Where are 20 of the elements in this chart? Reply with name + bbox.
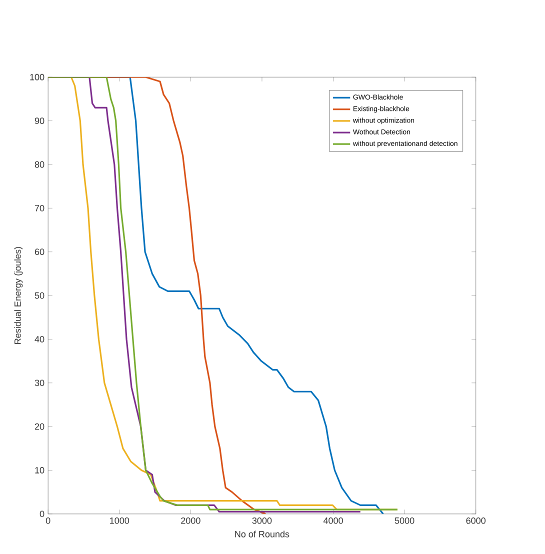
y-tick-label: 40 xyxy=(34,336,44,342)
y-tick-label: 0 xyxy=(40,510,44,518)
y-tick-label: 100 xyxy=(30,74,44,80)
y-tick-label: 10 xyxy=(35,467,44,474)
x-tick-label: 5000 xyxy=(394,517,414,524)
x-tick-label: 3000 xyxy=(252,517,272,524)
x-tick-label: 1000 xyxy=(110,517,130,524)
y-tick-label: 70 xyxy=(34,204,44,212)
y-tick-label: 60 xyxy=(34,248,44,256)
y-tick-label: 20 xyxy=(34,423,44,430)
x-tick-label: 4000 xyxy=(323,517,343,524)
y-tick-label: 50 xyxy=(34,292,44,299)
x-axis-title: No of Rounds xyxy=(235,530,290,538)
x-tick-label: 2000 xyxy=(181,517,200,524)
y-tick-label: 80 xyxy=(34,161,44,168)
x-tick-label: 0 xyxy=(46,517,50,524)
y-tick-label: 30 xyxy=(34,380,44,386)
y-tick-label: 90 xyxy=(34,118,44,124)
y-axis-title: Residual Energy (joules) xyxy=(14,246,23,344)
x-tick-label: 6000 xyxy=(466,517,486,524)
